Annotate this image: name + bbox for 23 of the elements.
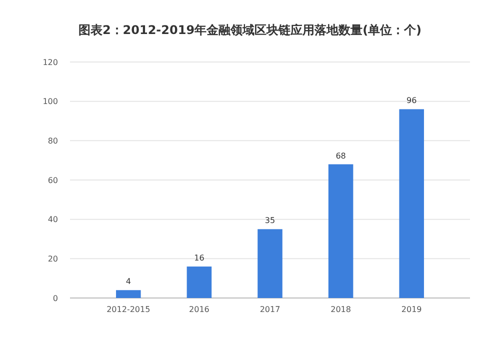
y-tick-label: 60 <box>48 176 58 185</box>
chart-title: 图表2：2012-2019年金融领域区块链应用落地数量(单位：个) <box>78 23 422 37</box>
x-tick-label: 2012-2015 <box>106 305 150 314</box>
y-tick-label: 120 <box>42 58 58 67</box>
y-tick-label: 20 <box>48 254 58 264</box>
y-tick-label: 0 <box>52 294 58 303</box>
bar <box>116 290 141 298</box>
data-label: 16 <box>194 254 204 263</box>
y-tick-label: 80 <box>48 136 58 146</box>
x-tick-label: 2017 <box>260 305 280 314</box>
data-label: 4 <box>126 277 131 286</box>
data-label: 35 <box>264 216 276 226</box>
data-label: 96 <box>406 96 417 106</box>
bar <box>399 109 424 298</box>
y-tick-label: 100 <box>42 97 58 106</box>
x-tick-label: 2019 <box>401 305 422 314</box>
bar <box>258 229 282 298</box>
x-tick-label: 2016 <box>189 305 210 314</box>
y-tick-label: 40 <box>48 215 58 224</box>
bar <box>328 164 354 298</box>
x-tick-label: 2018 <box>330 305 351 314</box>
data-label: 68 <box>336 151 346 160</box>
bar <box>186 266 212 298</box>
